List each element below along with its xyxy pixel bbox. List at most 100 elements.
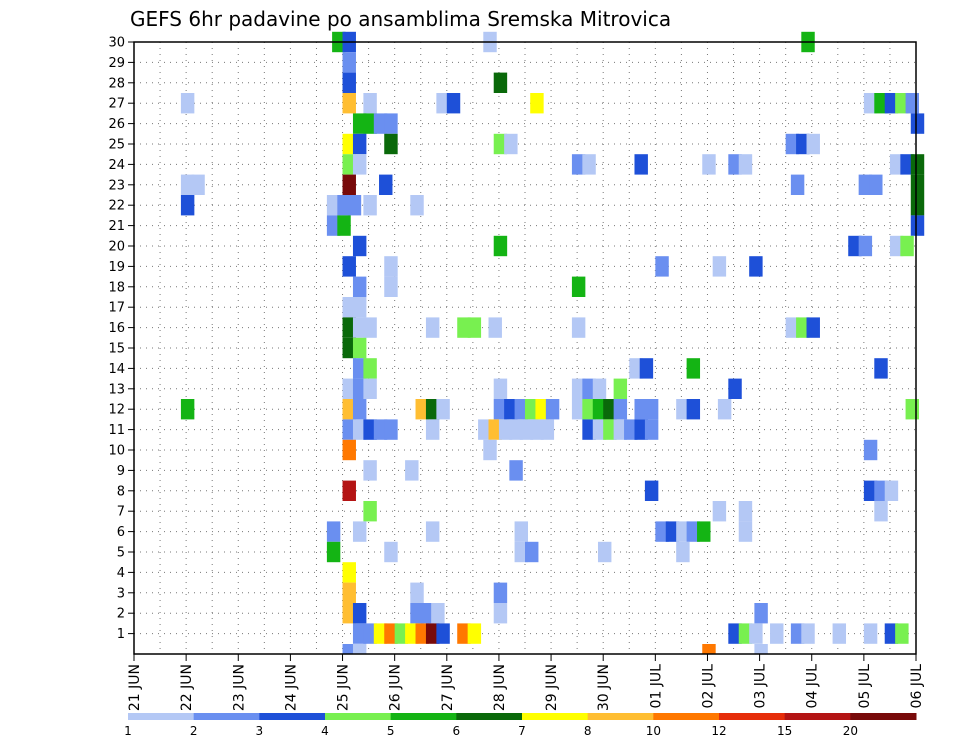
colorbar-swatch — [587, 713, 654, 720]
colorbar-swatch — [653, 713, 720, 720]
heatmap-cell — [634, 399, 648, 420]
colorbar-label: 7 — [518, 724, 526, 738]
heatmap-cell — [525, 399, 539, 420]
heatmap-cell — [446, 93, 461, 114]
heatmap-cell — [191, 174, 205, 195]
y-tick-label: 16 — [108, 321, 125, 336]
heatmap-cell — [342, 378, 356, 399]
heatmap-cell — [863, 623, 878, 644]
heatmap-cell — [493, 378, 508, 399]
heatmap-cell — [493, 603, 508, 624]
y-tick-label: 4 — [117, 566, 125, 581]
heatmap-cell — [884, 480, 899, 501]
heatmap-cell — [342, 582, 356, 603]
y-tick-label: 20 — [108, 240, 125, 255]
heatmap-cell — [697, 521, 711, 542]
heatmap-cell — [384, 276, 398, 297]
heatmap-cell — [352, 358, 367, 379]
heatmap-cell — [540, 419, 555, 440]
colorbar-label: 2 — [190, 724, 198, 738]
x-tick-label: 27 JUN — [440, 664, 456, 711]
heatmap-cell — [342, 93, 356, 114]
y-tick-label: 2 — [117, 607, 125, 622]
heatmap-cell — [342, 174, 356, 195]
heatmap-cell — [352, 133, 367, 155]
heatmap-cell — [342, 297, 356, 318]
heatmap-cell — [431, 603, 445, 624]
heatmap-cell — [504, 133, 518, 155]
heatmap-cell — [405, 623, 419, 644]
heatmap-cell — [832, 623, 847, 644]
colorbar-label: 12 — [711, 724, 726, 738]
x-tick-label: 03 JUL — [753, 664, 769, 709]
heatmap-cell — [352, 276, 367, 297]
heatmap-cell — [790, 623, 805, 644]
heatmap-cell — [425, 521, 440, 542]
heatmap-cell — [571, 399, 586, 420]
heatmap-cell — [624, 419, 638, 440]
heatmap-cell — [488, 419, 502, 440]
heatmap-cell — [910, 154, 925, 175]
x-tick-label: 24 JUN — [283, 664, 299, 711]
colorbar-swatch — [325, 713, 392, 720]
heatmap-cell — [363, 317, 377, 338]
y-tick-label: 11 — [108, 423, 125, 438]
heatmap-cell — [493, 133, 508, 155]
y-tick-label: 25 — [108, 138, 125, 153]
colorbar-swatch — [390, 713, 457, 720]
heatmap-cell — [509, 419, 523, 440]
heatmap-cell — [373, 419, 388, 440]
y-tick-label: 30 — [108, 36, 125, 51]
heatmap-cell — [504, 399, 518, 420]
heatmap-cell — [363, 623, 377, 644]
heatmap-cell — [352, 419, 367, 440]
heatmap-cell — [342, 72, 356, 93]
y-tick-label: 21 — [108, 219, 125, 234]
heatmap-cell — [384, 113, 398, 134]
heatmap-cell — [384, 419, 398, 440]
x-tick-label: 30 JUN — [596, 664, 612, 711]
y-tick-label: 10 — [108, 444, 125, 459]
heatmap-cell — [900, 235, 914, 257]
heatmap-cell — [415, 623, 429, 644]
y-tick-label: 12 — [108, 403, 125, 418]
heatmap-cell — [457, 623, 471, 644]
heatmap-cell — [613, 378, 628, 399]
colorbar-label: 15 — [777, 724, 792, 738]
heatmap-cell — [352, 113, 367, 134]
y-tick-label: 9 — [117, 464, 125, 479]
heatmap-cell — [493, 235, 508, 257]
heatmap-cell — [582, 154, 596, 175]
y-tick-label: 8 — [117, 484, 125, 499]
heatmap-cell — [342, 562, 356, 583]
y-tick-label: 13 — [108, 382, 125, 397]
heatmap-cell — [702, 154, 716, 175]
heatmap-cell — [342, 52, 356, 73]
colorbar-swatch — [128, 713, 195, 720]
heatmap-cell — [863, 439, 878, 461]
heatmap-cell — [410, 195, 424, 216]
heatmap-cell — [436, 93, 450, 114]
y-tick-label: 27 — [108, 97, 125, 112]
colorbar-label: 8 — [584, 724, 592, 738]
heatmap-cell — [676, 521, 690, 542]
heatmap-cell — [535, 399, 549, 420]
heatmap-cell — [498, 419, 513, 440]
heatmap-cell — [457, 317, 471, 338]
heatmap-cell — [655, 256, 669, 277]
y-tick-label: 24 — [108, 158, 125, 173]
heatmap-cell — [545, 399, 560, 420]
heatmap-cell — [874, 480, 888, 501]
heatmap-cell — [644, 480, 659, 501]
heatmap-cell — [352, 623, 367, 644]
heatmap-cell — [770, 623, 784, 644]
heatmap-cell — [425, 399, 440, 420]
heatmap-cell — [415, 399, 429, 420]
heatmap-cell — [514, 521, 529, 542]
heatmap-cell — [530, 419, 544, 440]
heatmap-cell — [509, 460, 523, 481]
heatmap-cell — [342, 603, 356, 624]
heatmap-cell — [738, 623, 753, 644]
x-tick-label: 02 JUL — [700, 664, 716, 709]
heatmap-cell — [796, 317, 810, 338]
